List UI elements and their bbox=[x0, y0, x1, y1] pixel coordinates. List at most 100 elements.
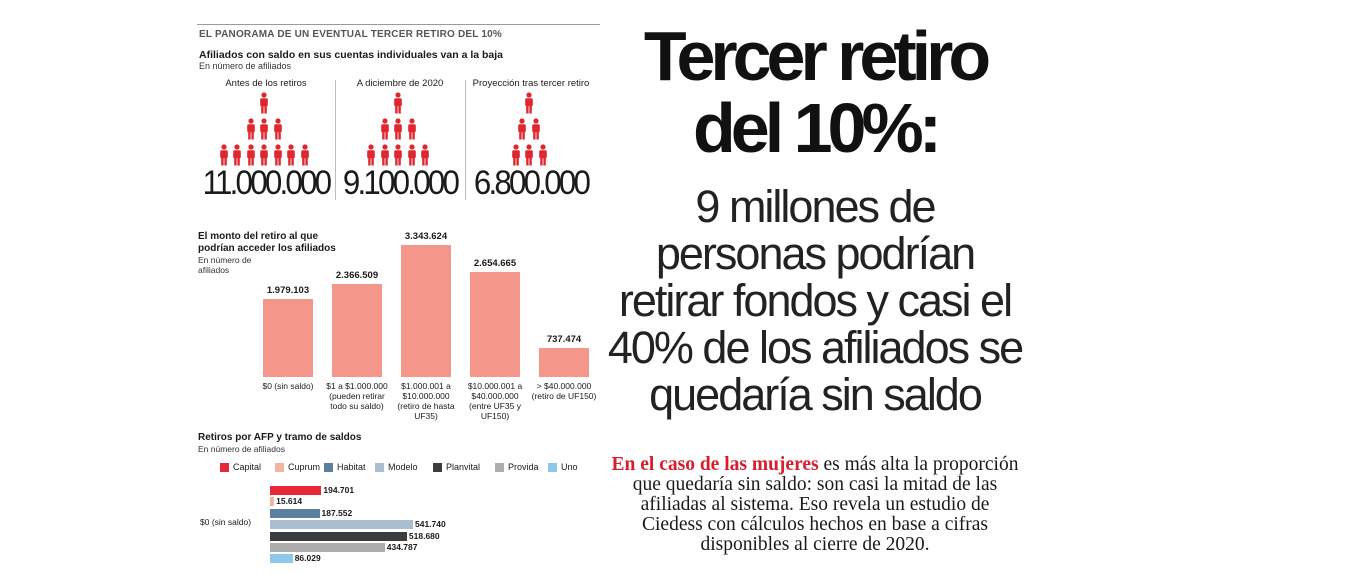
headline-line: Tercer retiro bbox=[643, 17, 991, 95]
person-icon bbox=[246, 144, 255, 166]
person-icon bbox=[538, 144, 547, 166]
person-icon bbox=[421, 144, 429, 166]
person-icon bbox=[407, 144, 416, 166]
bar-category-label: $0 (sin saldo) bbox=[262, 381, 314, 391]
headline-line: del 10%: bbox=[693, 89, 942, 167]
hbar-value-label: 518.680 bbox=[408, 530, 440, 541]
person-icon bbox=[525, 92, 533, 114]
monto-heading: El monto del retiro al que podrían acced… bbox=[198, 231, 336, 255]
bar bbox=[470, 272, 520, 377]
body-paragraph: En el caso de las mujeres es más alta la… bbox=[610, 455, 1020, 555]
hbar bbox=[270, 508, 320, 518]
person-icon bbox=[367, 144, 375, 166]
hbar bbox=[270, 554, 293, 564]
person-icon bbox=[380, 144, 389, 166]
legend-swatch bbox=[495, 462, 504, 472]
monto-heading-line: podrían acceder los afiliados bbox=[198, 243, 336, 254]
period-label-antes: Antes de los retiros bbox=[225, 78, 307, 89]
subheadline: 9 millones de personas podrían retirar f… bbox=[600, 183, 1030, 418]
person-icon bbox=[233, 144, 241, 166]
afiliados-value-proyeccion: 6.800.000 bbox=[473, 164, 591, 202]
legend-swatch bbox=[375, 462, 384, 472]
person-icon bbox=[525, 144, 533, 166]
hbar bbox=[270, 543, 385, 552]
legend-label: Uno bbox=[561, 462, 578, 472]
person-icon bbox=[260, 118, 268, 140]
hbar-value-label: 194.701 bbox=[323, 485, 355, 495]
monto-heading-line: El monto del retiro al que bbox=[198, 231, 319, 242]
hbar bbox=[270, 531, 407, 541]
legend-label: Cuprum bbox=[288, 462, 321, 472]
bar-value-label: 1.979.103 bbox=[266, 284, 310, 296]
bar-category-label: $1 a $1.000.000 (pueden retirar todo su sa… bbox=[326, 381, 388, 411]
person-icon bbox=[394, 118, 402, 140]
monto-subheading-line: afiliados bbox=[198, 265, 230, 275]
hbar-value-label: 86.029 bbox=[294, 553, 321, 564]
column-divider bbox=[335, 80, 336, 200]
person-icon bbox=[273, 118, 282, 140]
hbar-value-label: 434.787 bbox=[386, 542, 418, 552]
infographic-title: EL PANORAMA DE UN EVENTUAL TERCER RETIRO… bbox=[199, 29, 502, 40]
monto-subheading: En número de afiliados bbox=[198, 255, 251, 275]
hbar bbox=[270, 497, 275, 507]
person-icon bbox=[394, 144, 402, 166]
top-rule bbox=[197, 24, 600, 25]
legend-label: Capital bbox=[233, 462, 262, 472]
person-icon bbox=[219, 144, 228, 166]
afp-bar-chart: 194.701 15.614 187.552 541.740 518.680 434.78… bbox=[270, 484, 600, 568]
legend-label: Modelo bbox=[388, 462, 418, 472]
body-lead: En el caso de las mujeres bbox=[611, 454, 819, 475]
legend-label: Planvital bbox=[446, 462, 481, 472]
people-pyramid-proyeccion bbox=[471, 92, 591, 172]
subheadline-line: 40% de los afiliados se bbox=[607, 322, 1024, 373]
legend-swatch bbox=[433, 462, 442, 472]
hbar-value-label: 541.740 bbox=[415, 519, 446, 530]
people-pyramid-antes bbox=[206, 92, 326, 172]
legend-swatch bbox=[275, 462, 284, 472]
afiliados-subheading: En número de afiliados bbox=[199, 61, 292, 71]
afp-heading: Retiros por AFP y tramo de saldos bbox=[198, 432, 362, 443]
afp-row-label: $0 (sin saldo) bbox=[200, 517, 252, 527]
subheadline-line: 9 millones de bbox=[695, 181, 936, 232]
legend-swatch bbox=[220, 462, 229, 472]
person-icon bbox=[380, 118, 389, 140]
subheadline-line: retirar fondos y casi el bbox=[618, 275, 1013, 326]
legend-item: Uno bbox=[548, 462, 578, 472]
afiliados-value-antes: 11.000.000 bbox=[202, 164, 332, 202]
monto-subheading-line: En número de bbox=[198, 255, 252, 265]
bar bbox=[539, 347, 589, 377]
person-icon bbox=[246, 118, 255, 140]
person-icon bbox=[260, 144, 268, 166]
afiliados-heading: Afiliados con saldo en sus cuentas indiv… bbox=[199, 49, 504, 61]
afiliados-value-diciembre: 9.100.000 bbox=[342, 164, 460, 202]
legend-item: Provida bbox=[495, 462, 539, 472]
bar-value-label: 2.654.665 bbox=[473, 258, 517, 270]
hbar-value-label: 187.552 bbox=[321, 507, 353, 518]
legend-item: Cuprum bbox=[275, 462, 320, 472]
legend-label: Habitat bbox=[337, 462, 366, 472]
legend-label: Provida bbox=[508, 462, 539, 472]
bar-value-label: 3.343.624 bbox=[404, 231, 448, 242]
subheadline-line: quedaría sin saldo bbox=[649, 369, 983, 420]
body-rest: es más alta la proporción que quedaría s… bbox=[632, 454, 1019, 555]
subheadline-line: personas podrían bbox=[655, 228, 976, 279]
legend-item: Modelo bbox=[375, 462, 418, 472]
monto-bar-chart: 1.979.103 $0 (sin saldo) 2.366.509 $1 a $1.… bbox=[250, 230, 600, 430]
afp-subheading: En número de afiliados bbox=[198, 444, 285, 454]
legend-item: Planvital bbox=[433, 462, 480, 472]
bar bbox=[263, 298, 313, 377]
period-label-proyeccion: Proyección tras tercer retiro bbox=[472, 78, 590, 89]
person-icon bbox=[300, 144, 309, 166]
people-pyramid-diciembre bbox=[340, 92, 460, 172]
person-icon bbox=[394, 92, 402, 114]
column-divider bbox=[465, 80, 466, 200]
afp-legend: Capital Cuprum Habitat Modelo Planvital Provi… bbox=[220, 462, 600, 474]
person-icon bbox=[273, 144, 282, 166]
person-icon bbox=[511, 144, 520, 166]
bar-category-label: $1.000.001 a $10.000.000 (retiro de hasta U… bbox=[397, 381, 455, 421]
person-icon bbox=[518, 118, 527, 140]
bar bbox=[401, 245, 451, 377]
legend-item: Capital bbox=[220, 462, 261, 472]
person-icon bbox=[287, 144, 295, 166]
period-label-diciembre: A diciembre de 2020 bbox=[356, 78, 444, 89]
